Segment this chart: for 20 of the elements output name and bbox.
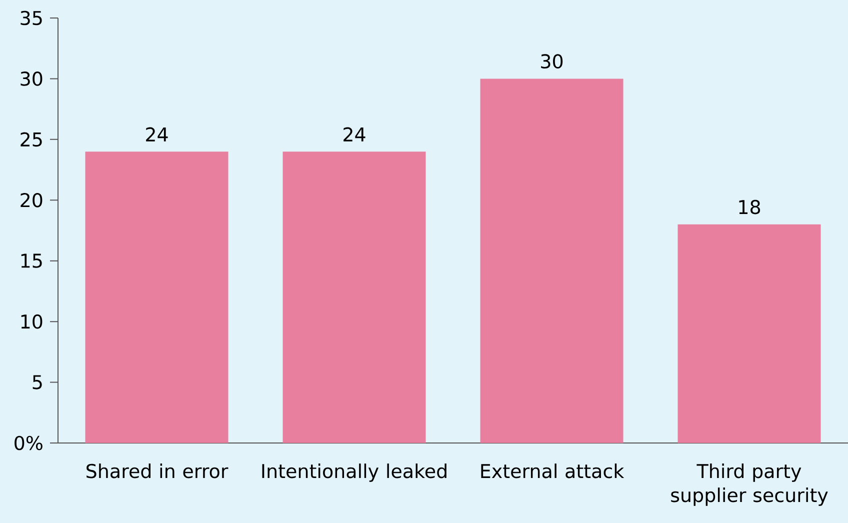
x-tick-label: Intentionally leaked xyxy=(262,464,446,482)
y-tick-label: 25 xyxy=(20,132,42,147)
y-tick-label: 5 xyxy=(32,375,42,390)
data-label: 18 xyxy=(739,200,760,214)
y-tick-label: 20 xyxy=(20,192,42,208)
bar xyxy=(678,224,821,443)
y-tick-label: 0% xyxy=(14,436,42,450)
x-tick-label: External attack xyxy=(481,464,624,478)
x-tick-label: Shared in error xyxy=(86,464,228,478)
bar xyxy=(480,78,624,443)
x-tick-label: Third party supplier security xyxy=(671,464,828,506)
bar xyxy=(282,152,426,443)
y-tick-label: 15 xyxy=(21,254,42,268)
bar xyxy=(85,152,228,443)
data-label: 24 xyxy=(146,127,168,142)
data-label: 24 xyxy=(344,127,366,142)
data-label: 30 xyxy=(541,54,563,69)
y-tick-label: 30 xyxy=(20,72,42,86)
y-tick-label: 35 xyxy=(20,10,42,26)
y-tick-label: 10 xyxy=(21,314,42,329)
